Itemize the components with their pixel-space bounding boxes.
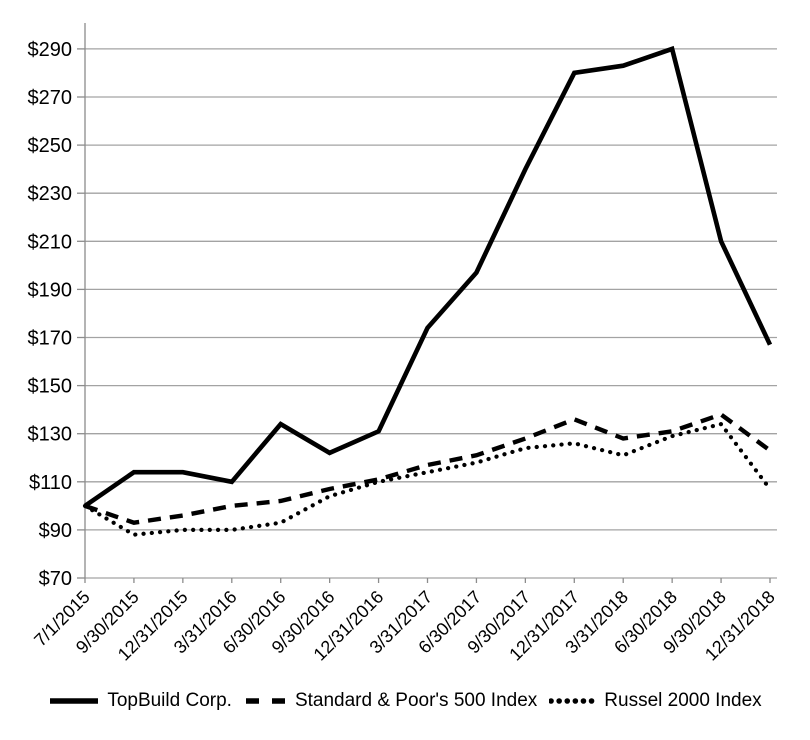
legend-label: Russel 2000 Index <box>604 690 762 711</box>
legend-swatch-dashed-line-icon <box>245 698 286 704</box>
y-tick-label: $70 <box>39 568 72 590</box>
y-tick-label: $110 <box>29 472 72 494</box>
y-tick-label: $90 <box>39 520 72 542</box>
series-line-russel-2000-index <box>82 421 773 537</box>
chart-legend: TopBuild Corp. Standard & Poor's 500 Inde… <box>0 690 810 712</box>
y-tick-label: $150 <box>28 376 73 398</box>
legend-item-standard-poor-s-500-index: Standard & Poor's 500 Index <box>244 690 537 712</box>
series-line-standard-poor-s-500-index <box>84 412 772 525</box>
y-tick-label: $190 <box>28 279 73 301</box>
y-tick-label: $230 <box>28 183 73 205</box>
legend-item-topbuild-corp: TopBuild Corp. <box>48 690 232 712</box>
series-line-topbuild-corp <box>83 45 773 508</box>
legend-label: Standard & Poor's 500 Index <box>294 690 538 711</box>
y-tick-label: $210 <box>28 231 73 253</box>
y-tick-label: $250 <box>28 135 73 157</box>
performance-line-chart: $70 $90 $110 $130 $150 $170 $190 $210 $230 $250 $2… <box>28 23 779 665</box>
legend-label: TopBuild Corp. <box>107 690 232 711</box>
y-tick-label: $170 <box>28 328 73 350</box>
legend-item-russel-2000-index: Russel 2000 Index <box>549 690 762 712</box>
legend-swatch-solid-line-icon <box>50 698 99 704</box>
y-tick-label: $290 <box>28 39 73 61</box>
y-tick-label: $270 <box>28 87 73 109</box>
y-tick-label: $130 <box>28 424 73 446</box>
legend-swatch-dotted-line-icon <box>549 698 598 704</box>
